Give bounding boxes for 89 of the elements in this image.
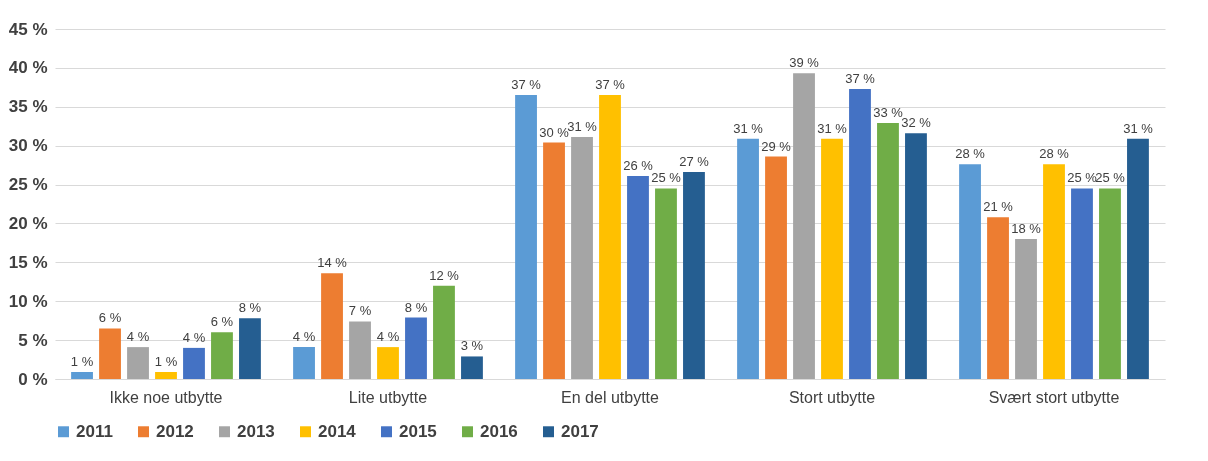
- bar: [1015, 239, 1037, 379]
- data-label: 6 %: [98, 310, 122, 326]
- x-tick-label: Ikke noe utbytte: [109, 388, 223, 406]
- y-tick-label: 15 %: [8, 252, 48, 272]
- legend-label: 2012: [156, 421, 194, 441]
- bar: [1071, 188, 1093, 379]
- y-tick-label: 0 %: [18, 369, 48, 389]
- bar: [433, 285, 455, 379]
- data-label: 31 %: [1123, 120, 1154, 136]
- x-tick-label: Svært stort utbytte: [988, 388, 1120, 406]
- data-label: 32 %: [901, 115, 932, 131]
- bar: [683, 172, 705, 379]
- data-label: 37 %: [511, 77, 542, 93]
- bar: [543, 142, 565, 379]
- data-label: 28 %: [955, 146, 986, 162]
- bar: [987, 217, 1009, 379]
- data-label: 7 %: [348, 303, 372, 319]
- y-tick-label: 20 %: [8, 213, 48, 233]
- y-tick-label: 40 %: [8, 58, 48, 78]
- bar: [905, 133, 927, 379]
- data-label: 14 %: [317, 255, 348, 271]
- bar: [155, 372, 177, 379]
- bar: [655, 188, 677, 379]
- bar: [349, 321, 371, 379]
- bar: [405, 317, 427, 379]
- legend-label: 2013: [237, 421, 275, 441]
- y-tick-label: 45 %: [8, 19, 48, 39]
- data-label: 12 %: [429, 267, 460, 283]
- bar: [959, 164, 981, 379]
- bar: [821, 138, 843, 379]
- bar: [377, 347, 399, 379]
- bar: [793, 73, 815, 379]
- y-tick-label: 30 %: [8, 136, 48, 156]
- bar: [1127, 138, 1149, 379]
- legend-label: 2011: [76, 421, 113, 441]
- bar: [599, 95, 621, 379]
- data-label: 18 %: [1011, 221, 1042, 236]
- data-label: 4 %: [292, 329, 316, 345]
- data-label: 25 %: [1095, 170, 1126, 186]
- bar: [239, 318, 261, 379]
- data-label: 31 %: [817, 120, 848, 136]
- data-label: 4 %: [182, 329, 206, 345]
- legend-label: 2015: [399, 421, 437, 441]
- data-label: 29 %: [761, 138, 792, 154]
- bar: [737, 138, 759, 379]
- bar: [1043, 164, 1065, 379]
- bar: [571, 137, 593, 379]
- bar: [849, 88, 871, 379]
- bar: [461, 356, 483, 379]
- bar: [71, 372, 93, 379]
- data-label: 37 %: [845, 70, 876, 86]
- x-tick-label: En del utbytte: [561, 388, 660, 406]
- y-tick-label: 25 %: [8, 175, 48, 195]
- y-tick-label: 10 %: [8, 291, 48, 311]
- x-tick-label: Lite utbytte: [348, 388, 428, 406]
- bar: [627, 176, 649, 379]
- legend-label: 2016: [480, 421, 518, 441]
- y-tick-label: 5 %: [18, 330, 48, 350]
- bar: [1099, 188, 1121, 379]
- bar: [183, 347, 205, 379]
- data-label: 37 %: [595, 77, 626, 93]
- data-label: 28 %: [1039, 146, 1070, 162]
- bar: [515, 95, 537, 379]
- data-label: 8 %: [404, 299, 428, 315]
- data-label: 21 %: [983, 199, 1014, 215]
- legend-label: 2017: [561, 421, 599, 441]
- legend-label: 2014: [318, 421, 357, 441]
- bar: [321, 273, 343, 379]
- data-label: 1 %: [154, 354, 178, 369]
- data-label: 25 %: [1067, 170, 1098, 186]
- data-label: 3 %: [460, 338, 484, 354]
- data-label: 4 %: [376, 329, 400, 345]
- x-tick-label: Stort utbytte: [788, 388, 876, 406]
- bar: [765, 156, 787, 379]
- data-label: 26 %: [623, 158, 654, 173]
- bar: [99, 328, 121, 379]
- data-label: 31 %: [733, 120, 764, 136]
- data-label: 39 %: [789, 55, 820, 71]
- data-label: 8 %: [238, 300, 262, 316]
- bar: [127, 347, 149, 379]
- data-label: 27 %: [679, 154, 710, 170]
- bar: [293, 347, 315, 379]
- data-label: 1 %: [70, 354, 94, 369]
- bar: [877, 123, 899, 379]
- data-label: 25 %: [651, 170, 682, 186]
- data-label: 4 %: [126, 329, 150, 345]
- y-tick-label: 35 %: [8, 97, 48, 117]
- data-label: 6 %: [210, 314, 234, 330]
- bar: [211, 332, 233, 379]
